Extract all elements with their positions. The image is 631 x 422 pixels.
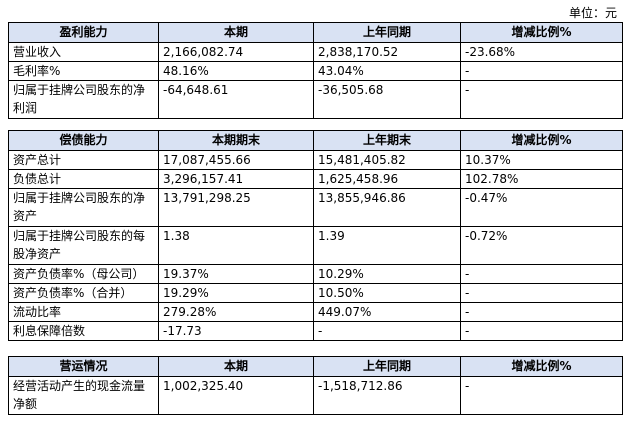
- row-label: 归属于挂牌公司股东的净资产: [8, 188, 159, 227]
- row-label: 归属于挂牌公司股东的净利润: [8, 80, 159, 119]
- table-header-row: 偿债能力 本期期末 上年期末 增减比例%: [8, 130, 623, 151]
- profitability-table: 盈利能力 本期 上年同期 增减比例% 营业收入 2,166,082.74 2,838…: [8, 22, 623, 119]
- change-value: -: [460, 283, 623, 303]
- table-row: 资产负债率%（母公司） 19.37% 10.29% -: [8, 264, 623, 284]
- current-value: -17.73: [158, 321, 314, 341]
- current-value: 48.16%: [158, 61, 314, 81]
- solvency-table: 偿债能力 本期期末 上年期末 增减比例% 资产总计 17,087,455.66 15…: [8, 130, 623, 341]
- current-value: 19.29%: [158, 283, 314, 303]
- previous-value: -1,518,712.86: [313, 376, 461, 415]
- current-value: 279.28%: [158, 302, 314, 322]
- change-value: -0.47%: [460, 188, 623, 227]
- change-value: -: [460, 264, 623, 284]
- row-label: 资产负债率%（合并）: [8, 283, 159, 303]
- change-value: -: [460, 80, 623, 119]
- table-row: 利息保障倍数 -17.73- -: [8, 321, 623, 341]
- table-row: 经营活动产生的现金流量净额 1,002,325.40 -1,518,712.86-: [8, 376, 623, 415]
- change-value: -: [460, 302, 623, 322]
- change-value: -0.72%: [460, 226, 623, 265]
- header-previous: 上年同期: [313, 356, 461, 377]
- previous-value: 449.07%: [313, 302, 461, 322]
- change-value: -: [460, 321, 623, 341]
- operations-table: 营运情况 本期 上年同期 增减比例% 经营活动产生的现金流量净额 1,002,32…: [8, 356, 623, 415]
- current-value: 2,166,082.74: [158, 42, 314, 62]
- current-value: 19.37%: [158, 264, 314, 284]
- change-value: 10.37%: [460, 150, 623, 170]
- previous-value: 15,481,405.82: [313, 150, 461, 170]
- row-label: 资产负债率%（母公司）: [8, 264, 159, 284]
- header-change: 增减比例%: [460, 356, 623, 377]
- table-header-row: 营运情况 本期 上年同期 增减比例%: [8, 356, 623, 377]
- table-row: 营业收入 2,166,082.74 2,838,170.52 -23.68%: [8, 42, 623, 62]
- change-value: -23.68%: [460, 42, 623, 62]
- row-label: 流动比率: [8, 302, 159, 322]
- header-category: 偿债能力: [8, 130, 159, 151]
- previous-value: -: [313, 321, 461, 341]
- previous-value: 1.39: [313, 226, 461, 265]
- row-label: 经营活动产生的现金流量净额: [8, 376, 159, 415]
- row-label: 资产总计: [8, 150, 159, 170]
- table-row: 毛利率% 48.16% 43.04% -: [8, 61, 623, 81]
- change-value: -: [460, 376, 623, 415]
- header-change: 增减比例%: [460, 130, 623, 151]
- table-row: 资产总计 17,087,455.66 15,481,405.82 10.37%: [8, 150, 623, 170]
- current-value: 1.38: [158, 226, 314, 265]
- current-value: 13,791,298.25: [158, 188, 314, 227]
- previous-value: 2,838,170.52: [313, 42, 461, 62]
- table-row: 流动比率 279.28% 449.07% -: [8, 302, 623, 322]
- row-label: 归属于挂牌公司股东的每股净资产: [8, 226, 159, 265]
- table-row: 归属于挂牌公司股东的每股净资产 1.38 1.39 -0.72%: [8, 226, 623, 265]
- previous-value: -36,505.68: [313, 80, 461, 119]
- table-header-row: 盈利能力 本期 上年同期 增减比例%: [8, 22, 623, 43]
- change-value: -: [460, 61, 623, 81]
- previous-value: 43.04%: [313, 61, 461, 81]
- row-label: 负债总计: [8, 169, 159, 189]
- table-row: 负债总计 3,296,157.41 1,625,458.96 102.78%: [8, 169, 623, 189]
- header-previous: 上年同期: [313, 22, 461, 43]
- header-previous: 上年期末: [313, 130, 461, 151]
- header-current: 本期期末: [158, 130, 314, 151]
- row-label: 利息保障倍数: [8, 321, 159, 341]
- current-value: 17,087,455.66: [158, 150, 314, 170]
- header-category: 盈利能力: [8, 22, 159, 43]
- current-value: 3,296,157.41: [158, 169, 314, 189]
- unit-label: 单位：元: [568, 6, 617, 20]
- current-value: 1,002,325.40: [158, 376, 314, 415]
- change-value: 102.78%: [460, 169, 623, 189]
- header-current: 本期: [158, 22, 314, 43]
- row-label: 毛利率%: [8, 61, 159, 81]
- previous-value: 13,855,946.86: [313, 188, 461, 227]
- header-current: 本期: [158, 356, 314, 377]
- previous-value: 1,625,458.96: [313, 169, 461, 189]
- table-row: 归属于挂牌公司股东的净利润 -64,648.61 -36,505.68-: [8, 80, 623, 119]
- current-value: -64,648.61: [158, 80, 314, 119]
- header-change: 增减比例%: [460, 22, 623, 43]
- previous-value: 10.29%: [313, 264, 461, 284]
- previous-value: 10.50%: [313, 283, 461, 303]
- table-row: 资产负债率%（合并） 19.29% 10.50% -: [8, 283, 623, 303]
- row-label: 营业收入: [8, 42, 159, 62]
- table-row: 归属于挂牌公司股东的净资产 13,791,298.25 13,855,946.86-…: [8, 188, 623, 227]
- header-category: 营运情况: [8, 356, 159, 377]
